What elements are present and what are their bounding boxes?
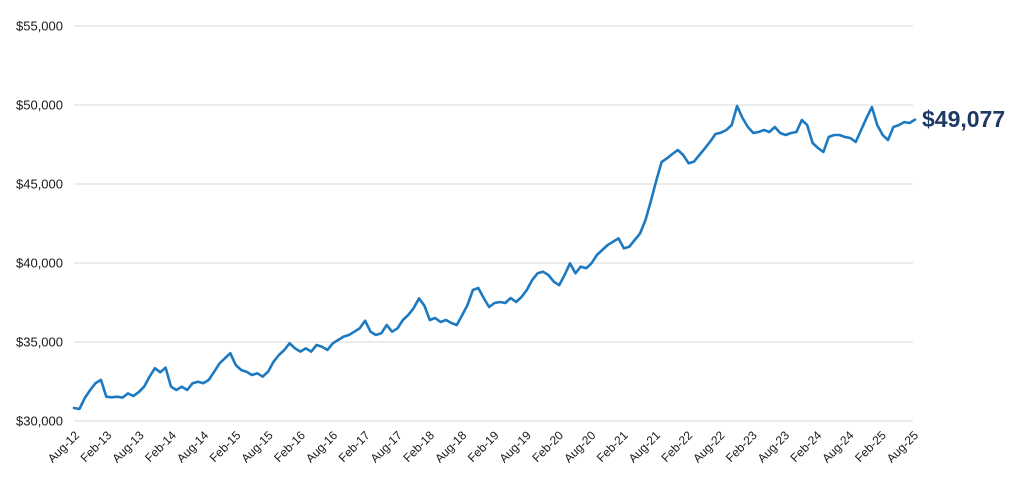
last-value-label: $49,077 [922,106,1005,132]
x-axis-tick-label: Aug-22 [690,428,727,465]
x-axis-tick-label: Aug-17 [368,428,405,465]
x-axis-tick-label: Feb-15 [207,428,244,465]
x-axis-tick-label: Feb-14 [142,428,179,465]
x-axis-tick-label: Aug-20 [561,428,598,465]
x-axis-tick-label: Aug-23 [755,428,792,465]
x-axis-tick-label: Aug-12 [45,428,82,465]
y-axis-tick-label: $45,000 [16,177,63,192]
x-axis-tick-label: Aug-21 [626,428,663,465]
y-axis-labels-group: $30,000 $35,000 $40,000 $45,000 $50,000 $55,0… [16,19,63,429]
x-axis-tick-label: Aug-13 [109,428,146,465]
x-axis-tick-label: Feb-17 [336,428,373,465]
x-axis-tick-label: Feb-21 [594,428,631,465]
x-axis-labels-group: Aug-12Feb-13Aug-13Feb-14Aug-14Feb-15Aug-… [45,428,921,465]
data-line [72,104,917,411]
x-axis-tick-label: Feb-23 [723,428,760,465]
x-axis-tick-label: Feb-18 [400,428,437,465]
x-axis-tick-label: Feb-25 [852,428,889,465]
gridlines-group [74,25,913,422]
x-axis-tick-label: Aug-18 [432,428,469,465]
y-axis-tick-label: $30,000 [16,414,63,429]
y-axis-tick-label: $50,000 [16,98,63,113]
x-axis-tick-label: Aug-25 [884,428,921,465]
data-series-group [72,104,917,411]
x-axis-tick-label: Feb-19 [465,428,502,465]
y-axis-tick-label: $40,000 [16,256,63,271]
y-axis-tick-label: $35,000 [16,335,63,350]
x-axis-tick-label: Feb-16 [271,428,308,465]
x-axis-tick-label: Aug-16 [303,428,340,465]
x-axis-tick-label: Aug-19 [497,428,534,465]
x-axis-tick-label: Aug-14 [174,428,211,465]
x-axis-tick-label: Aug-24 [819,428,856,465]
x-axis-tick-label: Feb-20 [529,428,566,465]
x-axis-tick-label: Feb-24 [788,428,825,465]
x-axis-tick-label: Feb-13 [78,428,115,465]
y-axis-tick-label: $55,000 [16,19,63,34]
x-axis-tick-label: Feb-22 [658,428,695,465]
x-axis-tick-label: Aug-15 [238,428,275,465]
